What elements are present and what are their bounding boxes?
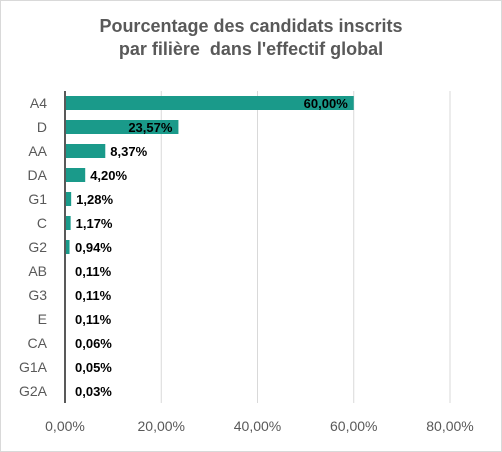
x-tick-label-0: 0,00% <box>45 418 85 434</box>
value-label-DA: 4,20% <box>90 168 127 183</box>
chart-title-line-1: Pourcentage des candidats inscrits <box>99 16 403 36</box>
value-label-G1: 1,28% <box>76 192 113 207</box>
bar-C <box>65 216 71 230</box>
bar-AA <box>65 144 106 158</box>
value-label-CA: 0,06% <box>75 336 112 351</box>
value-label-G3: 0,11% <box>75 288 112 303</box>
chart-title-line-2: par filière dans l'effectif global <box>118 39 384 59</box>
value-label-A4: 60,00% <box>304 96 349 111</box>
category-label-C: C <box>37 215 47 231</box>
category-label-G2: G2 <box>28 239 47 255</box>
value-label-D: 23,57% <box>128 120 173 135</box>
category-label-G1: G1 <box>28 191 47 207</box>
category-label-AA: AA <box>28 143 47 159</box>
category-label-AB: AB <box>28 263 47 279</box>
category-label-DA: DA <box>28 167 48 183</box>
value-label-G1A: 0,05% <box>75 360 112 375</box>
x-tick-label-1: 20,00% <box>138 418 185 434</box>
value-label-AB: 0,11% <box>75 264 112 279</box>
x-tick-label-4: 80,00% <box>426 418 473 434</box>
x-tick-label-3: 60,00% <box>330 418 377 434</box>
category-label-CA: CA <box>28 335 48 351</box>
bar-DA <box>65 168 86 182</box>
bar-D <box>65 120 179 134</box>
category-label-E: E <box>38 311 47 327</box>
value-label-G2A: 0,03% <box>75 384 112 399</box>
category-label-G3: G3 <box>28 287 47 303</box>
value-label-G2: 0,94% <box>75 240 112 255</box>
bar-G2 <box>65 240 70 254</box>
category-label-G2A: G2A <box>19 383 48 399</box>
chart-title: Pourcentage des candidats inscrits par f… <box>1 15 501 61</box>
bar-G1 <box>65 192 72 206</box>
x-tick-label-2: 40,00% <box>234 418 281 434</box>
category-label-A4: A4 <box>30 95 47 111</box>
bar-A4 <box>65 96 354 110</box>
value-label-AA: 8,37% <box>110 144 147 159</box>
value-label-E: 0,11% <box>75 312 112 327</box>
category-label-D: D <box>37 119 47 135</box>
category-label-G1A: G1A <box>19 359 48 375</box>
value-label-C: 1,17% <box>76 216 113 231</box>
